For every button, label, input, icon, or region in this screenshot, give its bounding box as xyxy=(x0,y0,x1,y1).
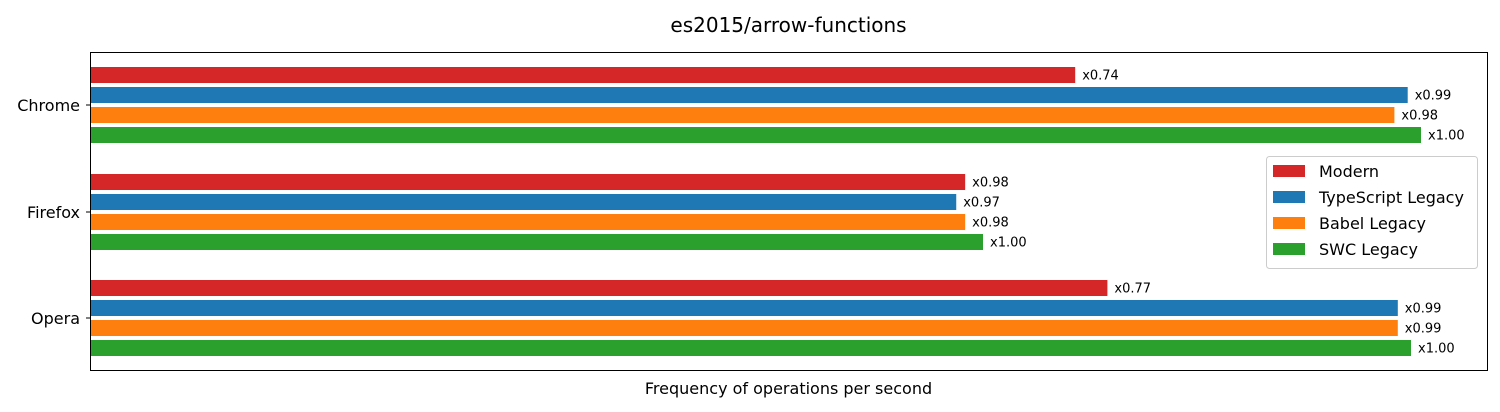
legend-swatch-swc-legacy xyxy=(1273,243,1305,255)
bar-opera-babel-legacy xyxy=(91,320,1398,336)
bar-chrome-typescript-legacy xyxy=(91,87,1408,103)
bar-value-label: x1.00 xyxy=(990,236,1027,251)
legend-label-typescript-legacy: TypeScript Legacy xyxy=(1318,188,1464,207)
legend-frame xyxy=(1266,156,1478,269)
y-tick-label-firefox: Firefox xyxy=(27,203,80,222)
bar-value-label: x1.00 xyxy=(1428,129,1465,144)
y-axis-ticks: Chrome Firefox Opera xyxy=(17,96,90,328)
legend: Modern TypeScript Legacy Babel Legacy SWC L… xyxy=(1266,156,1478,269)
bar-value-label: x0.77 xyxy=(1114,282,1151,297)
bar-opera-swc-legacy xyxy=(91,340,1411,356)
bar-value-label: x0.98 xyxy=(972,176,1009,191)
y-tick-label-opera: Opera xyxy=(31,309,80,328)
bar-value-label: x0.98 xyxy=(972,216,1009,231)
bar-value-label: x0.98 xyxy=(1401,109,1438,124)
bar-chrome-modern xyxy=(91,67,1076,83)
y-tick-label-chrome: Chrome xyxy=(17,96,80,115)
bar-opera-typescript-legacy xyxy=(91,300,1398,316)
bar-firefox-swc-legacy xyxy=(91,234,983,250)
legend-swatch-babel-legacy xyxy=(1273,217,1305,229)
legend-label-babel-legacy: Babel Legacy xyxy=(1319,214,1426,233)
bar-firefox-modern xyxy=(91,174,966,190)
bar-value-label: x0.99 xyxy=(1405,322,1442,337)
bar-chrome-babel-legacy xyxy=(91,107,1395,123)
legend-swatch-modern xyxy=(1273,165,1305,177)
legend-swatch-typescript-legacy xyxy=(1273,191,1305,203)
bar-value-label: x0.74 xyxy=(1082,69,1119,84)
x-axis-label: Frequency of operations per second xyxy=(645,379,932,398)
bar-chrome-swc-legacy xyxy=(91,127,1421,143)
bar-firefox-typescript-legacy xyxy=(91,194,957,210)
bar-value-label: x1.00 xyxy=(1418,342,1455,357)
bar-opera-modern xyxy=(91,280,1108,296)
bar-value-label: x0.97 xyxy=(963,196,1000,211)
bar-value-label: x0.99 xyxy=(1415,89,1452,104)
bars-layer: x0.74 x0.99 x0.98 x1.00 x0.98 x0.97 x0.98 x1.00… xyxy=(91,67,1465,357)
legend-label-swc-legacy: SWC Legacy xyxy=(1319,240,1418,259)
bar-value-label: x0.99 xyxy=(1405,302,1442,317)
plot-area-frame xyxy=(90,52,1488,371)
legend-label-modern: Modern xyxy=(1319,162,1379,181)
chart-title: es2015/arrow-functions xyxy=(670,13,906,37)
bar-firefox-babel-legacy xyxy=(91,214,966,230)
